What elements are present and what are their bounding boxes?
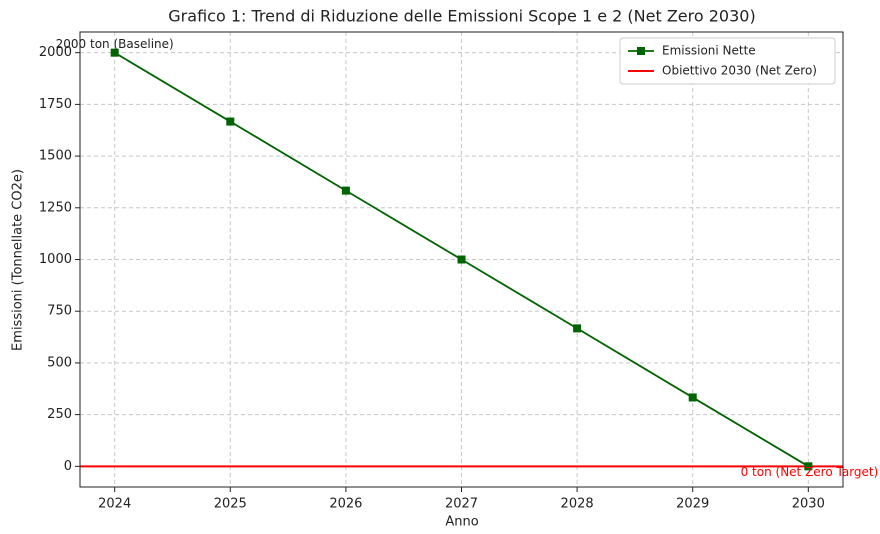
data-point xyxy=(804,462,813,471)
legend-label: Emissioni Nette xyxy=(662,44,756,58)
legend-marker xyxy=(637,47,645,55)
x-tick-label: 2029 xyxy=(676,497,709,512)
x-tick-label: 2026 xyxy=(329,497,362,512)
chart-title: Grafico 1: Trend di Riduzione delle Emis… xyxy=(168,7,755,26)
y-axis-label: Emissioni (Tonnellate CO2e) xyxy=(11,169,26,351)
data-point xyxy=(688,393,697,402)
y-tick-label: 500 xyxy=(47,355,72,370)
y-tick-label: 250 xyxy=(47,407,72,422)
x-tick-label: 2027 xyxy=(445,497,478,512)
x-tick-label: 2028 xyxy=(561,497,594,512)
legend-label: Obiettivo 2030 (Net Zero) xyxy=(662,64,817,78)
x-tick-label: 2025 xyxy=(214,497,247,512)
y-tick-label: 2000 xyxy=(39,45,72,60)
annotation: 0 ton (Net Zero Target) xyxy=(741,465,879,479)
x-tick-label: 2030 xyxy=(792,497,825,512)
y-tick-label: 0 xyxy=(64,459,72,474)
y-tick-label: 1250 xyxy=(39,200,72,215)
legend-box xyxy=(619,37,836,85)
y-tick-label: 1750 xyxy=(39,97,72,112)
plot-frame xyxy=(79,31,844,488)
y-tick-label: 750 xyxy=(47,304,72,319)
y-tick-label: 1000 xyxy=(39,252,72,267)
data-point xyxy=(110,48,119,57)
data-point xyxy=(341,186,350,195)
data-point xyxy=(573,324,582,333)
data-point xyxy=(457,255,466,264)
data-point xyxy=(226,117,235,126)
x-tick-label: 2024 xyxy=(98,497,131,512)
x-axis-label: Anno xyxy=(445,515,478,530)
annotation: 2000 ton (Baseline) xyxy=(56,37,174,51)
y-tick-label: 1500 xyxy=(39,149,72,164)
